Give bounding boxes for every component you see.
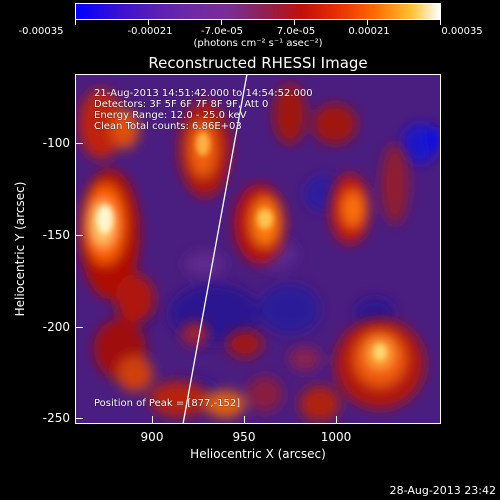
colorbar-tick [221, 20, 222, 25]
x-tick-label: 1000 [320, 430, 352, 444]
y-tick-label: -150 [42, 228, 70, 242]
colorbar-label: 7.0e-05 [276, 26, 316, 37]
y-tick [75, 143, 83, 144]
colorbar-label: 0.00035 [441, 26, 483, 37]
colorbar-unit: (photons cm⁻² s⁻¹ asec⁻²) [193, 38, 323, 49]
x-tick [244, 416, 245, 424]
y-tick [75, 235, 83, 236]
colorbar-tick [440, 20, 441, 25]
y-tick [75, 418, 83, 419]
timestamp: 28-Aug-2013 23:42 [389, 484, 496, 497]
colorbar-label: -0.00021 [127, 26, 173, 37]
rhessi-image [75, 74, 441, 424]
y-tick-label: -200 [42, 320, 70, 334]
x-axis-title: Heliocentric X (arcsec) [190, 447, 326, 461]
colorbar-label: -7.0e-05 [201, 26, 243, 37]
time-range-text: 21-Aug-2013 14:51:42.000 to 14:54:52.000 [94, 88, 313, 99]
detectors-text: Detectors: 3F 5F 6F 7F 8F 9F, Att 0 [94, 99, 269, 110]
clean-counts-text: Clean Total counts: 6.86E+03 [94, 121, 242, 132]
colorbar-tick [75, 20, 76, 25]
x-tick-label: 950 [232, 430, 256, 444]
colorbar-tick [294, 20, 295, 25]
colorbar-tick [148, 20, 149, 25]
y-tick-label: -250 [42, 411, 70, 425]
y-tick-label: -100 [42, 136, 70, 150]
peak-position-text: Position of Peak = [877,-152] [94, 398, 241, 409]
y-axis-title: Heliocentric Y (arcsec) [13, 181, 27, 317]
x-tick [336, 416, 337, 424]
energy-range-text: Energy Range: 12.0 - 25.0 keV [94, 110, 247, 121]
solar-limb-line [182, 74, 248, 424]
colorbar [75, 3, 441, 20]
x-tick [152, 416, 153, 424]
plot-title: Reconstructed RHESSI Image [148, 54, 368, 72]
colorbar-tick [367, 20, 368, 25]
x-tick-label: 900 [140, 430, 164, 444]
colorbar-label: -0.00035 [18, 26, 64, 37]
colorbar-label: 0.00021 [348, 26, 390, 37]
y-tick [75, 327, 83, 328]
